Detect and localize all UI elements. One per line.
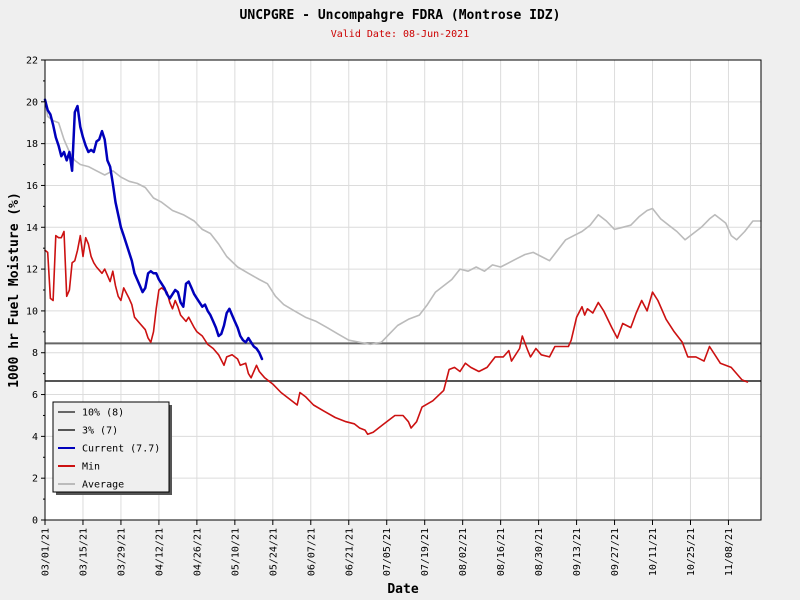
x-tick-label: 06/07/21 (306, 528, 317, 576)
series-line (43, 98, 264, 361)
series-lines (43, 98, 762, 436)
axes: 0 2 4 6 8 10 12 14 16 18 20 22 03/01/21 03/15/21 03/29… (26, 56, 762, 576)
x-tick-label: 11/08/21 (724, 528, 735, 576)
x-tick-label: 03/15/21 (78, 528, 89, 576)
legend-label: 10% (8) (82, 408, 124, 419)
y-tick-label: 14 (26, 223, 38, 234)
y-tick-label: 10 (26, 306, 38, 317)
x-tick-label: 04/12/21 (154, 528, 165, 576)
x-tick-label: 08/30/21 (534, 528, 545, 576)
x-tick-label: 05/24/21 (268, 528, 279, 576)
legend-label: Current (7.7) (82, 444, 160, 455)
x-tick-label: 07/19/21 (420, 528, 431, 576)
x-tick-label: 06/21/21 (344, 528, 355, 576)
series-line (44, 230, 749, 436)
x-axis-title: Date (387, 582, 418, 597)
y-tick-label: 20 (26, 97, 38, 108)
x-tick-label: 03/29/21 (116, 528, 127, 576)
threshold-lines (45, 342, 761, 382)
y-tick-label: 2 (32, 474, 38, 485)
x-tick-label: 10/11/21 (648, 528, 659, 576)
chart-subtitle: Valid Date: 08-Jun-2021 (331, 29, 469, 40)
x-tick-label: 03/01/21 (41, 528, 52, 576)
y-tick-label: 18 (26, 139, 38, 150)
y-tick-label: 6 (32, 390, 38, 401)
legend-label: 3% (7) (82, 426, 118, 437)
y-axis-title: 1000 hr Fuel Moisture (%) (7, 192, 22, 388)
plot-frame (44, 59, 762, 521)
x-tick-label: 08/16/21 (496, 528, 507, 576)
legend-label: Average (82, 480, 124, 491)
x-tick-label: 10/25/21 (686, 528, 697, 576)
y-tick-label: 12 (26, 265, 38, 276)
series-line (44, 98, 762, 346)
y-tick-label: 22 (26, 56, 38, 67)
legend-label: Min (82, 462, 100, 473)
x-tick-label: 09/27/21 (610, 528, 621, 576)
y-tick-label: 8 (32, 348, 38, 359)
chart-title: UNCPGRE - Uncompahgre FDRA (Montrose IDZ… (240, 8, 561, 23)
y-tick-label: 16 (26, 181, 38, 192)
x-tick-label: 08/02/21 (458, 528, 469, 576)
x-tick-label: 04/26/21 (192, 528, 203, 576)
y-tick-label: 4 (32, 432, 38, 443)
legend: 10% (8) 3% (7) Current (7.7) Min Average (52, 401, 172, 495)
x-tick-label: 05/10/21 (230, 528, 241, 576)
x-tick-label: 09/13/21 (572, 528, 583, 576)
x-tick-label: 07/05/21 (382, 528, 393, 576)
y-tick-label: 0 (32, 516, 38, 527)
